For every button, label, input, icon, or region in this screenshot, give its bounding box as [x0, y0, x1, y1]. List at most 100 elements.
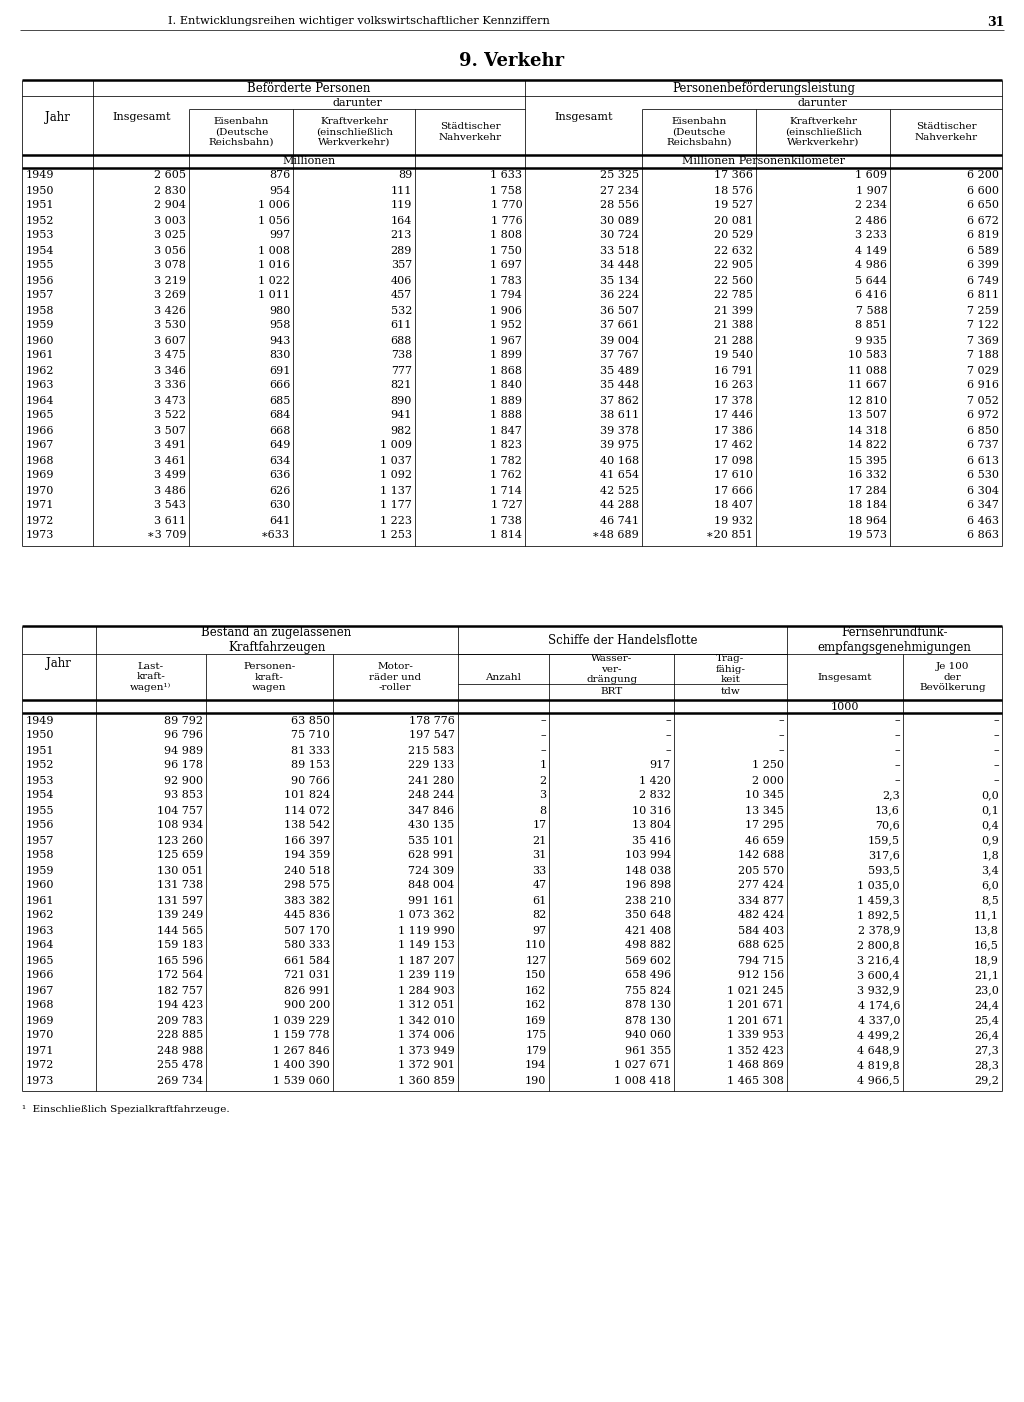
Text: 2 830: 2 830: [155, 185, 186, 195]
Text: 7 188: 7 188: [967, 350, 999, 360]
Text: 1000: 1000: [830, 701, 859, 711]
Text: 1953: 1953: [26, 230, 54, 241]
Text: 42 525: 42 525: [600, 485, 639, 495]
Text: 127: 127: [525, 956, 547, 966]
Text: 1 177: 1 177: [380, 501, 412, 510]
Text: 1 187 207: 1 187 207: [398, 956, 455, 966]
Text: 175: 175: [525, 1030, 547, 1040]
Text: 1952: 1952: [26, 760, 54, 771]
Text: 209 783: 209 783: [157, 1015, 203, 1025]
Text: 1960: 1960: [26, 335, 54, 345]
Text: 144 565: 144 565: [157, 925, 203, 935]
Text: 1955: 1955: [26, 806, 54, 816]
Text: 980: 980: [269, 306, 291, 315]
Text: 1950: 1950: [26, 185, 54, 195]
Text: 626: 626: [269, 485, 291, 495]
Text: 406: 406: [390, 276, 412, 286]
Text: 11 088: 11 088: [848, 366, 888, 376]
Text: 240 518: 240 518: [284, 865, 330, 875]
Text: –: –: [993, 775, 999, 785]
Text: 7 029: 7 029: [967, 366, 999, 376]
Text: 826 991: 826 991: [284, 986, 330, 995]
Text: 182 757: 182 757: [157, 986, 203, 995]
Text: ∗48 689: ∗48 689: [592, 530, 639, 541]
Text: 3 522: 3 522: [155, 411, 186, 421]
Text: 738: 738: [391, 350, 412, 360]
Text: 1 840: 1 840: [490, 380, 522, 391]
Text: 2 832: 2 832: [639, 791, 671, 801]
Text: 1961: 1961: [26, 350, 54, 360]
Text: 334 877: 334 877: [738, 896, 784, 906]
Text: 89: 89: [397, 171, 412, 181]
Text: 1 137: 1 137: [380, 485, 412, 495]
Text: 36 224: 36 224: [600, 290, 639, 300]
Text: 1 360 859: 1 360 859: [397, 1075, 455, 1085]
Text: 1963: 1963: [26, 380, 54, 391]
Text: Städtischer
Nahverkehr: Städtischer Nahverkehr: [438, 122, 502, 142]
Text: 991 161: 991 161: [409, 896, 455, 906]
Text: 89 792: 89 792: [164, 715, 203, 725]
Text: 958: 958: [269, 321, 291, 331]
Text: 666: 666: [269, 380, 291, 391]
Text: 7 052: 7 052: [967, 395, 999, 405]
Text: 1968: 1968: [26, 456, 54, 465]
Text: 3 056: 3 056: [155, 245, 186, 255]
Text: 13,6: 13,6: [876, 806, 900, 816]
Text: 954: 954: [269, 185, 291, 195]
Text: 628 991: 628 991: [409, 851, 455, 861]
Text: 3 233: 3 233: [855, 230, 888, 241]
Text: 636: 636: [269, 471, 291, 481]
Text: 21 388: 21 388: [714, 321, 753, 331]
Text: 92 900: 92 900: [164, 775, 203, 785]
Text: 878 130: 878 130: [625, 1015, 671, 1025]
Text: 8: 8: [540, 806, 547, 816]
Text: 940 060: 940 060: [625, 1030, 671, 1040]
Text: 1 794: 1 794: [490, 290, 522, 300]
Text: –: –: [778, 730, 784, 740]
Text: 1 008 418: 1 008 418: [614, 1075, 671, 1085]
Text: 1962: 1962: [26, 366, 54, 376]
Text: 661 584: 661 584: [284, 956, 330, 966]
Text: 3 461: 3 461: [155, 456, 186, 465]
Text: 19 527: 19 527: [714, 200, 753, 210]
Text: 10 345: 10 345: [744, 791, 784, 801]
Text: 1 022: 1 022: [258, 276, 291, 286]
Text: 13 345: 13 345: [744, 806, 784, 816]
Text: 17 610: 17 610: [714, 471, 753, 481]
Text: 6 613: 6 613: [967, 456, 999, 465]
Text: 47: 47: [532, 880, 547, 890]
Text: 39 004: 39 004: [600, 335, 639, 345]
Text: 31: 31: [532, 851, 547, 861]
Text: 1969: 1969: [26, 471, 54, 481]
Text: 821: 821: [390, 380, 412, 391]
Text: 794 715: 794 715: [738, 956, 784, 966]
Text: 1971: 1971: [26, 1046, 54, 1056]
Text: 2 800,8: 2 800,8: [857, 941, 900, 951]
Text: 1 400 390: 1 400 390: [273, 1060, 330, 1071]
Text: 688: 688: [390, 335, 412, 345]
Text: 38 611: 38 611: [600, 411, 639, 421]
Text: 36 507: 36 507: [600, 306, 639, 315]
Text: 6 672: 6 672: [967, 216, 999, 226]
Text: 498 882: 498 882: [625, 941, 671, 951]
Text: 6 819: 6 819: [967, 230, 999, 241]
Text: 943: 943: [269, 335, 291, 345]
Text: 0,0: 0,0: [981, 791, 999, 801]
Text: 1 056: 1 056: [258, 216, 291, 226]
Text: 39 975: 39 975: [600, 440, 639, 450]
Text: 430 135: 430 135: [409, 820, 455, 830]
Text: 1 714: 1 714: [490, 485, 522, 495]
Text: Fernsehrundfunk-
empfangsgenehmigungen: Fernsehrundfunk- empfangsgenehmigungen: [817, 627, 972, 653]
Text: 75 710: 75 710: [291, 730, 330, 740]
Text: 1 770: 1 770: [490, 200, 522, 210]
Text: 593,5: 593,5: [868, 865, 900, 875]
Text: 421 408: 421 408: [625, 925, 671, 935]
Text: Eisenbahn
(Deutsche
Reichsbahn): Eisenbahn (Deutsche Reichsbahn): [667, 118, 732, 147]
Text: 19 540: 19 540: [714, 350, 753, 360]
Text: 1969: 1969: [26, 1015, 54, 1025]
Text: Personen-
kraft-
wagen: Personen- kraft- wagen: [244, 662, 296, 693]
Text: 21,1: 21,1: [974, 970, 999, 980]
Text: Kraftverkehr
(einschließlich
Werkverkehr): Kraftverkehr (einschließlich Werkverkehr…: [784, 118, 862, 147]
Text: 4 174,6: 4 174,6: [857, 1001, 900, 1011]
Text: 2 904: 2 904: [155, 200, 186, 210]
